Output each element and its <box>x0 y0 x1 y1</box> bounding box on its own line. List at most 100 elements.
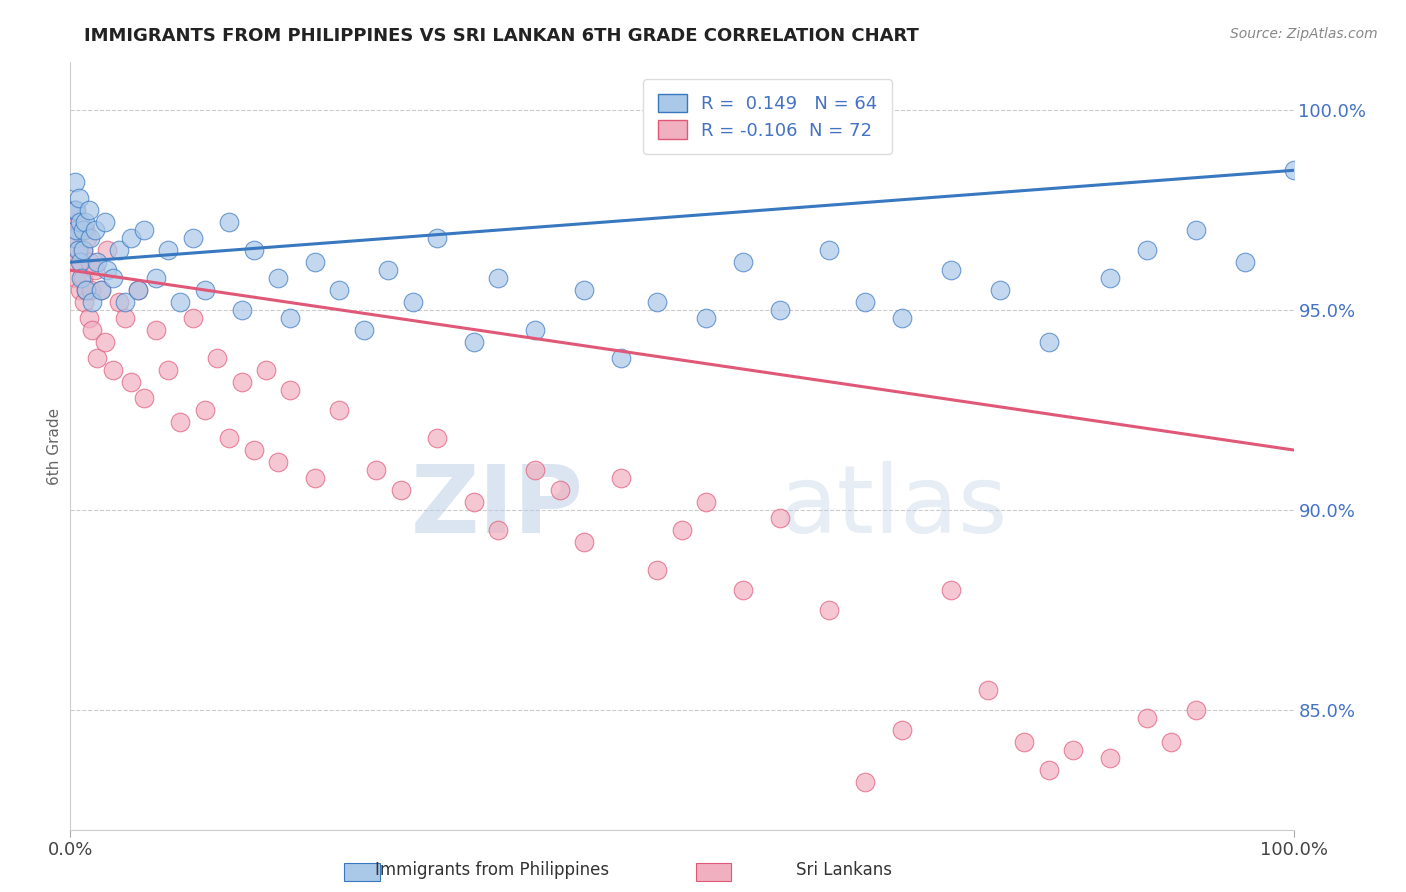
Point <box>157 363 180 377</box>
Point <box>328 283 350 297</box>
Point <box>63 175 86 189</box>
Point <box>855 295 877 310</box>
Point <box>86 351 108 365</box>
Point <box>243 244 266 258</box>
Point <box>145 323 167 337</box>
Point <box>426 231 449 245</box>
Point <box>63 255 86 269</box>
Point <box>1233 255 1256 269</box>
Point <box>73 295 96 310</box>
Point <box>205 351 228 365</box>
Point <box>488 523 510 537</box>
Point <box>572 534 595 549</box>
Point <box>524 323 547 337</box>
Point <box>69 215 91 229</box>
Point <box>86 255 108 269</box>
Point <box>267 455 290 469</box>
Point <box>181 231 204 245</box>
Point <box>1038 763 1060 777</box>
Point <box>463 335 485 350</box>
Point <box>108 244 131 258</box>
Point <box>695 311 717 326</box>
Point <box>157 244 180 258</box>
Point <box>77 203 100 218</box>
Point <box>73 223 96 237</box>
Point <box>254 363 277 377</box>
Point <box>1282 163 1305 178</box>
Text: Immigrants from Philippines: Immigrants from Philippines <box>375 861 609 879</box>
Text: IMMIGRANTS FROM PHILIPPINES VS SRI LANKAN 6TH GRADE CORRELATION CHART: IMMIGRANTS FROM PHILIPPINES VS SRI LANKA… <box>84 27 920 45</box>
Point <box>114 295 136 310</box>
Point <box>976 682 998 697</box>
Point <box>72 244 94 258</box>
Point <box>63 203 86 218</box>
Point <box>891 723 914 737</box>
Point <box>647 563 669 577</box>
Point <box>1184 703 1206 717</box>
Point <box>127 283 149 297</box>
Point <box>83 263 105 277</box>
Point <box>243 442 266 457</box>
Point <box>1099 750 1122 764</box>
Point <box>1038 335 1060 350</box>
Point <box>66 244 89 258</box>
Point <box>426 431 449 445</box>
Point <box>90 283 112 297</box>
Text: Sri Lankans: Sri Lankans <box>796 861 891 879</box>
Point <box>69 283 91 297</box>
Point <box>1136 244 1159 258</box>
Point <box>1136 711 1159 725</box>
Point <box>231 303 253 318</box>
Point <box>83 223 105 237</box>
Point <box>402 295 425 310</box>
Point <box>93 215 115 229</box>
Point <box>79 231 101 245</box>
Point <box>1014 734 1036 748</box>
Point <box>671 523 693 537</box>
Point <box>267 271 290 285</box>
Point <box>96 263 118 277</box>
Point <box>988 283 1011 297</box>
Legend: R =  0.149   N = 64, R = -0.106  N = 72: R = 0.149 N = 64, R = -0.106 N = 72 <box>644 79 891 154</box>
Point <box>353 323 375 337</box>
Point <box>79 255 101 269</box>
Point <box>69 255 91 269</box>
Point <box>66 215 89 229</box>
Point <box>108 295 131 310</box>
Point <box>366 463 388 477</box>
Point <box>304 255 326 269</box>
Point <box>817 244 839 258</box>
Point <box>891 311 914 326</box>
Point <box>169 295 191 310</box>
Point <box>939 263 962 277</box>
Point <box>855 774 877 789</box>
Point <box>90 283 112 297</box>
Point <box>80 283 103 297</box>
Point <box>101 271 124 285</box>
Point <box>572 283 595 297</box>
Point <box>96 244 118 258</box>
Point <box>610 351 633 365</box>
Point <box>67 191 90 205</box>
Point <box>76 231 98 245</box>
Point <box>127 283 149 297</box>
Point <box>610 471 633 485</box>
Point <box>65 203 87 218</box>
Point <box>145 271 167 285</box>
Point <box>817 603 839 617</box>
Point <box>93 335 115 350</box>
Point <box>82 295 104 310</box>
Point <box>63 203 86 218</box>
Text: ZIP: ZIP <box>411 461 583 553</box>
Point <box>75 283 97 297</box>
Point <box>101 363 124 377</box>
Point <box>77 311 100 326</box>
Point <box>63 231 86 245</box>
Point <box>70 255 93 269</box>
Point <box>1099 271 1122 285</box>
Point <box>463 495 485 509</box>
Point <box>548 483 571 497</box>
Point <box>328 403 350 417</box>
Point <box>647 295 669 310</box>
Text: Source: ZipAtlas.com: Source: ZipAtlas.com <box>1230 27 1378 41</box>
